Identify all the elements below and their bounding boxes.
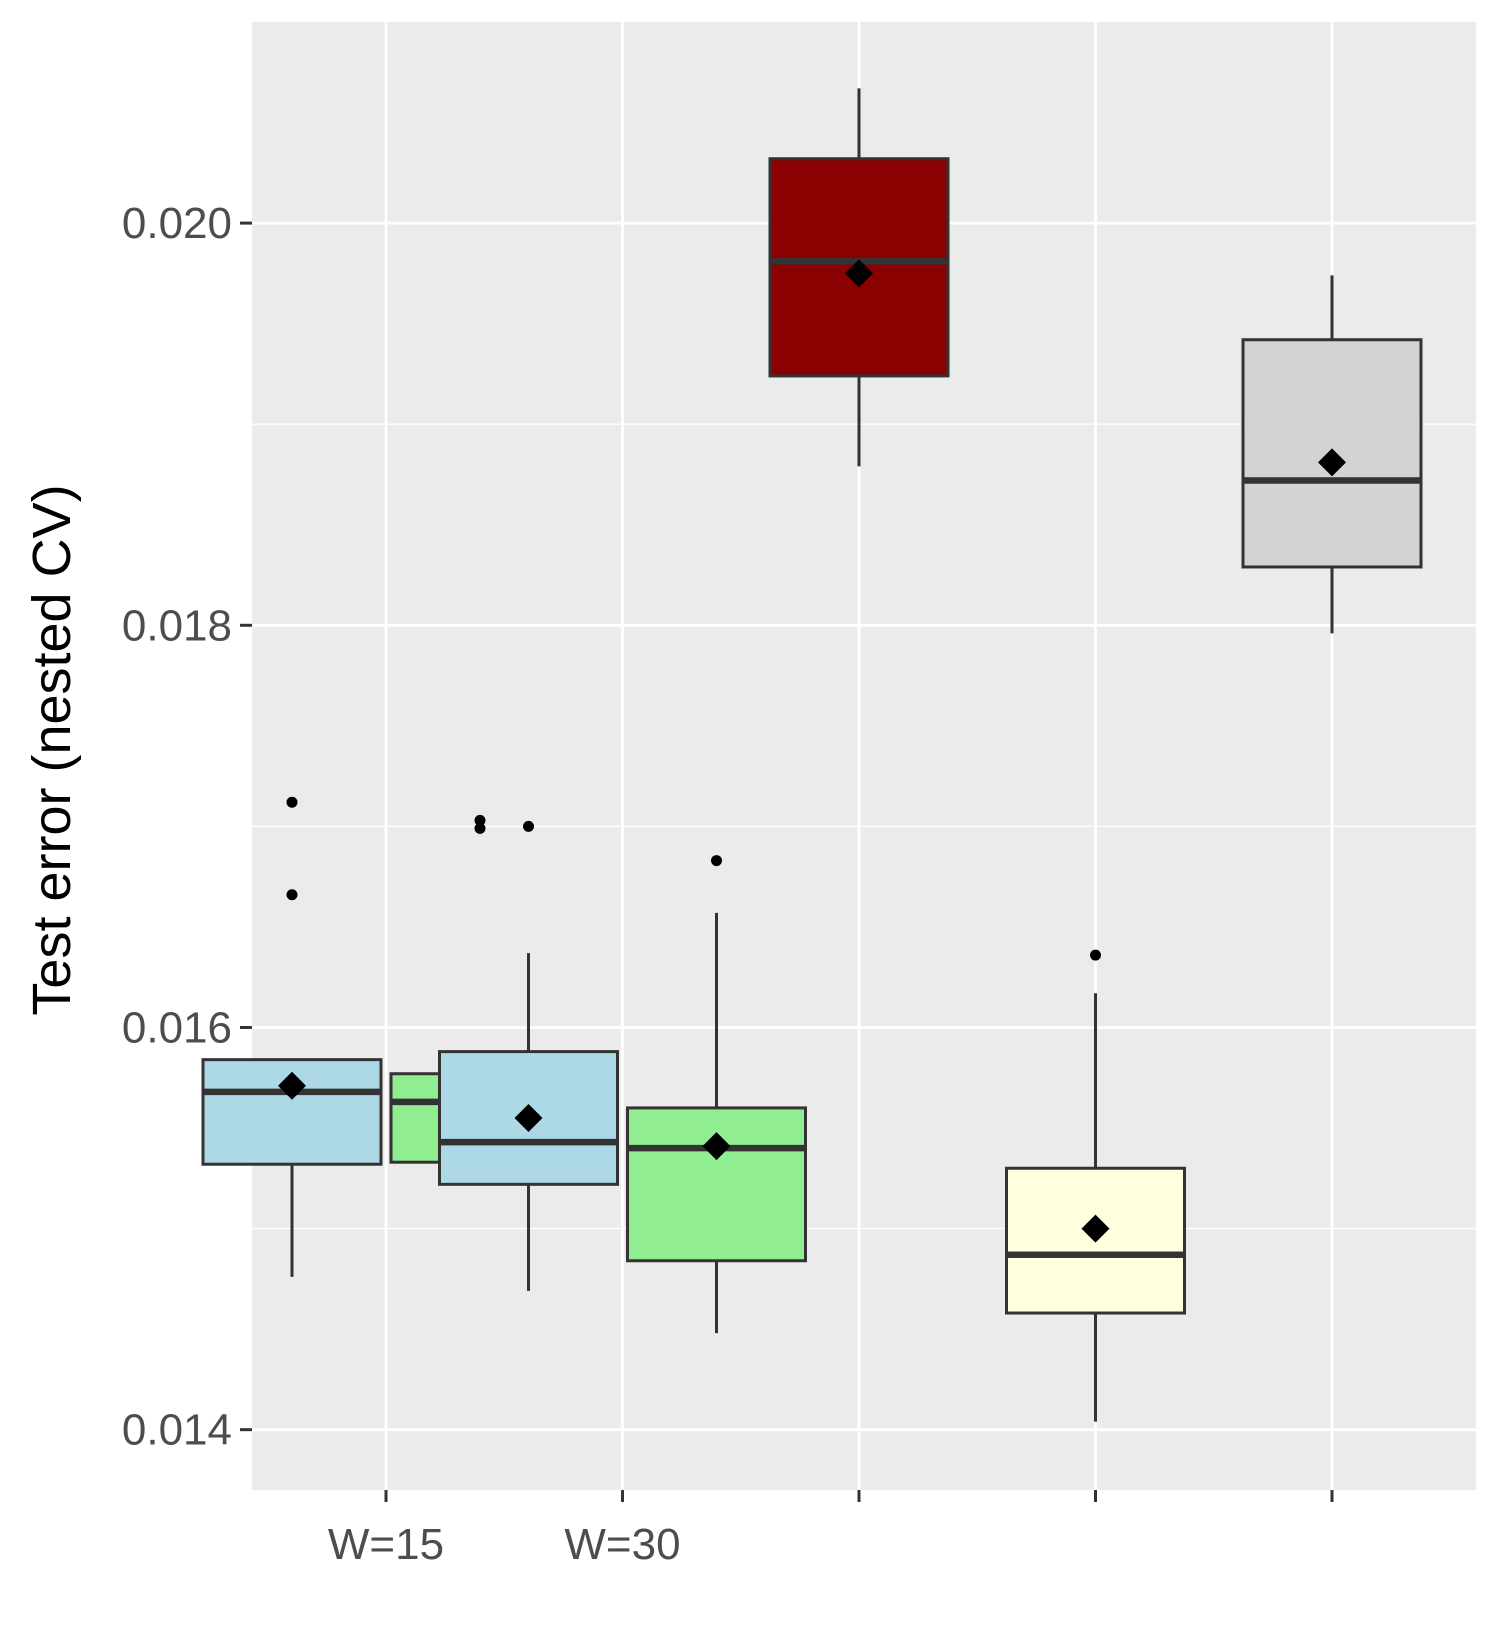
outlier-point [474,822,486,834]
outlier-point [1090,949,1101,961]
y-tick-label: 0.016 [122,1003,232,1052]
y-tick-label: 0.014 [122,1406,232,1455]
outlier-point [711,855,722,867]
box-group-3 [438,820,619,1291]
box-group-6 [1005,949,1186,1422]
mean-marker [278,1071,306,1100]
box-group-1 [201,796,383,1277]
box-layer [201,88,1423,1422]
mean-marker [1081,1214,1110,1243]
y-tick-label: 0.018 [122,601,232,650]
box-body [626,1106,807,1263]
y-axis-title: Test error (nested CV) [22,484,82,1015]
box-group-7 [1241,275,1423,634]
outlier-point [286,796,298,808]
x-tick-label: W=15 [328,1520,444,1569]
y-tick-label: 0.020 [122,199,232,248]
mean-marker [845,259,873,288]
axis-layer: 0.014 0.016 0.018 0.020 W=15 W=30 [122,199,1334,1569]
x-tick-label: W=30 [564,1520,680,1569]
mean-marker [702,1132,731,1161]
mean-marker [1318,448,1346,477]
outlier-point [286,889,298,901]
box-body [201,1058,383,1166]
outlier-point [474,814,486,826]
mean-marker [514,1103,543,1132]
outlier-point [523,820,534,832]
box-group-5 [768,88,950,467]
box-group-4 [626,855,807,1334]
